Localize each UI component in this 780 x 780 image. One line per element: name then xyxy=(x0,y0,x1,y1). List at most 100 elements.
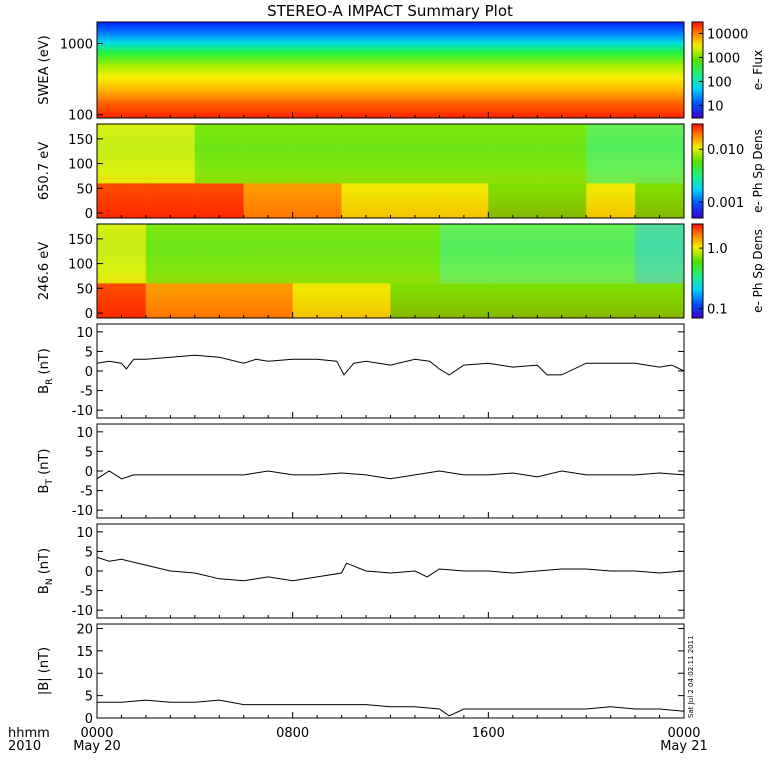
bt-ylabel-unit: (nT) xyxy=(37,449,52,479)
bmag-ytick-label: 0 xyxy=(85,712,93,727)
pad246-colorbar-tick-label: 0.1 xyxy=(707,303,728,318)
time-axis-corner-bottom: 2010 xyxy=(8,739,41,754)
pad246-cell xyxy=(97,283,146,318)
br-frame xyxy=(96,323,685,419)
pad246-cell xyxy=(194,283,244,318)
swea-ylabel: SWEA (eV) xyxy=(37,35,52,104)
bmag-ytick-label: 10 xyxy=(76,667,93,682)
bt-ytick-label: 5 xyxy=(85,445,93,460)
pad246-cell xyxy=(537,224,587,284)
swea-ytick-label: 100 xyxy=(68,109,93,124)
bmag-ytick-label: 15 xyxy=(76,645,93,660)
panel-pad246: 150 100 50 0 246.6 eV 1.0 0.1 e- Ph Sp Dens xyxy=(37,223,765,322)
pad246-cell xyxy=(341,283,391,318)
bmag-ylabel: |B| (nT) xyxy=(37,647,52,695)
pad246-cell xyxy=(243,224,293,284)
bmag-series-line xyxy=(97,699,685,717)
pad246-cell xyxy=(390,224,440,284)
pad650-cell xyxy=(439,124,489,184)
bn-ylabel-unit: (nT) xyxy=(37,548,52,578)
pad650-cell xyxy=(439,183,489,218)
pad246-colorbar-tick-label: 1.0 xyxy=(707,242,728,257)
bt-series-line xyxy=(96,470,685,480)
pad246-cell xyxy=(292,283,342,318)
bt-frame xyxy=(96,423,685,519)
pad650-colorbar-tick-label: 0.001 xyxy=(707,196,744,211)
pad650-cell xyxy=(537,183,587,218)
pad650-cell xyxy=(341,183,391,218)
x-tick-label: 0000 xyxy=(80,726,113,741)
pad246-cell xyxy=(635,283,684,318)
x-tick-label: 0000 xyxy=(667,726,700,741)
x-tick-label: 1600 xyxy=(472,726,505,741)
pad650-cell xyxy=(292,183,342,218)
magnetic-field-panels: 10 5 0 -5 -10 BR (nT) 10 5 0 -5 -10 BT (nT) 10 5 0 -5 -1… xyxy=(37,323,685,727)
br-series-line xyxy=(96,354,685,376)
br-ytick-label: 0 xyxy=(85,365,93,380)
bn-ytick-label: 5 xyxy=(85,545,93,560)
bmag-ytick-label: 20 xyxy=(76,622,93,637)
panel-swea: 1000 100 SWEA (eV) 10000 1000 100 10 e- Flux xyxy=(37,21,765,124)
swea-colorbar-label: e- Flux xyxy=(751,50,765,90)
x-tick-label: 0800 xyxy=(276,726,309,741)
pad650-ytick-label: 0 xyxy=(85,207,93,222)
bn-frame xyxy=(96,523,685,619)
pad246-cell xyxy=(537,283,587,318)
pad246-ytick-label: 50 xyxy=(76,282,93,297)
bmag-ytick-label: 5 xyxy=(85,690,93,705)
pad650-cell xyxy=(390,183,440,218)
pad650-cell xyxy=(145,183,195,218)
pad650-cell xyxy=(390,124,440,184)
br-ytick-label: -10 xyxy=(72,404,93,419)
pad650-ytick-label: 50 xyxy=(76,182,93,197)
pad650-colorbar-tick-label: 0.010 xyxy=(707,143,744,158)
panel-bn: 10 5 0 -5 -10 BN (nT) xyxy=(37,523,685,619)
bn-ytick-label: 10 xyxy=(76,526,93,541)
plot-title: STEREO-A IMPACT Summary Plot xyxy=(267,2,513,20)
br-ylabel-subscript: R xyxy=(45,379,55,385)
pad650-cell xyxy=(488,124,538,184)
pad246-cell xyxy=(439,283,489,318)
bt-ylabel: BT (nT) xyxy=(37,449,55,494)
br-ytick-label: 10 xyxy=(76,326,93,341)
pad246-colorbar xyxy=(691,223,704,319)
pad246-cell xyxy=(635,224,684,284)
pad650-cell xyxy=(537,124,587,184)
pad246-cell xyxy=(145,224,195,284)
pad246-cell xyxy=(488,224,538,284)
br-ytick-label: 5 xyxy=(85,345,93,360)
pad650-cell xyxy=(97,183,146,218)
pad650-cell xyxy=(97,124,146,184)
pad246-cell xyxy=(390,283,440,318)
bt-ylabel-subscript: T xyxy=(45,479,55,486)
pad650-cell xyxy=(635,183,684,218)
bt-ytick-label: -5 xyxy=(80,485,93,500)
x-tick-sublabel: May 20 xyxy=(73,739,121,754)
swea-colorbar-tick-label: 10000 xyxy=(707,27,748,42)
pad246-cell xyxy=(439,224,489,284)
bt-ytick-label: 0 xyxy=(85,465,93,480)
pad246-ylabel: 246.6 eV xyxy=(37,242,52,300)
swea-heatmap xyxy=(97,22,684,118)
pad650-cell xyxy=(341,124,391,184)
pad246-cell xyxy=(145,283,195,318)
pad246-cell xyxy=(243,283,293,318)
pad246-cell xyxy=(97,224,146,284)
x-tick-sublabel: May 21 xyxy=(660,739,708,754)
pad650-cell xyxy=(635,124,684,184)
br-ytick-label: -5 xyxy=(80,385,93,400)
pad246-cell xyxy=(488,283,538,318)
pad650-cell xyxy=(586,124,636,184)
time-axis-corner-top: hhmm xyxy=(8,726,50,741)
bt-ytick-label: 10 xyxy=(76,426,93,441)
pad246-ytick-label: 100 xyxy=(68,258,93,273)
pad246-colorbar-label: e- Ph Sp Dens xyxy=(751,229,765,313)
pad650-ylabel: 650.7 eV xyxy=(37,142,52,200)
swea-colorbar xyxy=(691,21,704,119)
pad246-cell xyxy=(194,224,244,284)
pad246-cell xyxy=(341,224,391,284)
pad650-cell xyxy=(243,183,293,218)
swea-colorbar-tick-label: 10 xyxy=(707,99,724,114)
